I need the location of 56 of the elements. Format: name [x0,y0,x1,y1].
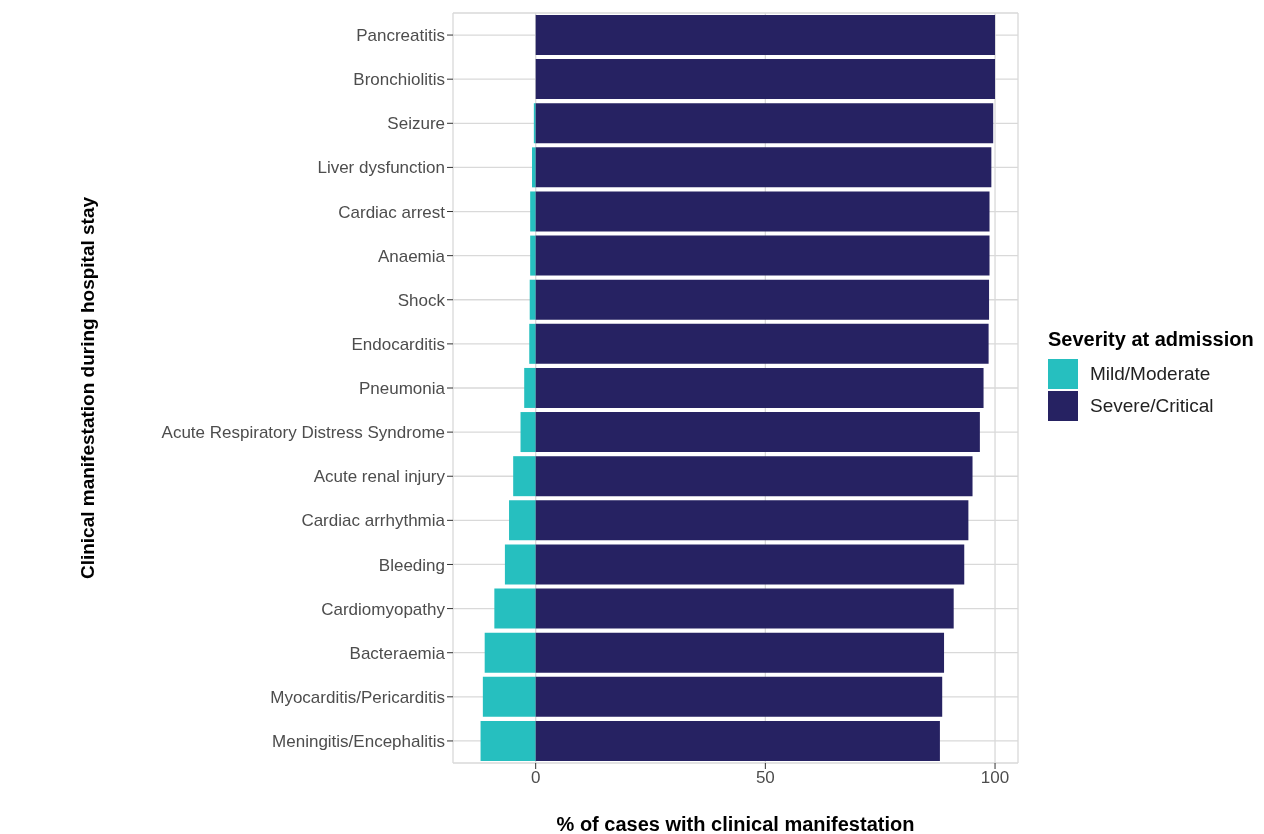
y-tick-label: Pancreatitis [356,26,445,46]
y-tick-label: Endocarditis [351,334,445,354]
bar [530,191,536,232]
y-tick-label: Pneumonia [358,379,446,399]
bar [535,456,973,497]
bar [524,367,536,408]
y-tick-label: Cardiac arrest [338,202,446,222]
legend-label: Severe/Critical [1090,395,1214,417]
bar [535,323,989,364]
bar [535,632,945,673]
y-tick-label: Bronchiolitis [353,70,445,90]
bar [482,676,536,717]
bar [535,103,994,144]
y-tick-label: Acute Respiratory Distress Syndrome [161,423,445,443]
y-tick-label: Bleeding [378,555,445,575]
bar [504,544,536,585]
bar [535,367,984,408]
bar [494,588,536,629]
legend-label: Mild/Moderate [1090,363,1211,385]
bar [509,500,536,541]
bar [480,720,536,761]
bar [484,632,536,673]
y-tick-label: Cardiomyopathy [321,599,446,619]
bar [530,235,536,276]
bar [535,191,990,232]
bar [535,279,990,320]
bar [535,500,969,541]
bar [535,15,996,55]
x-tick-label: 0 [530,768,541,788]
y-tick-label: Anaemia [377,246,446,266]
bar [520,412,536,453]
bar [529,323,536,364]
bar [535,588,954,629]
x-axis-title: % of cases with clinical manifestation [555,813,916,834]
y-tick-label: Cardiac arrhythmia [301,511,446,531]
bar [535,720,940,761]
bar [535,676,943,717]
y-tick-label: Meningitis/Encephalitis [272,731,445,751]
x-tick-label: 50 [755,768,775,788]
bar [535,235,990,276]
y-tick-label: Acute renal injury [313,467,446,487]
y-tick-label: Myocarditis/Pericarditis [270,687,445,707]
legend-title: Severity at admission [1048,328,1254,351]
x-tick-label: 100 [980,768,1010,788]
bar [532,147,536,188]
y-tick-label: Liver dysfunction [317,158,445,178]
bar [535,59,996,100]
bar [535,147,992,188]
y-tick-label: Seizure [387,114,445,134]
bar [513,456,536,497]
y-tick-label: Bacteraemia [349,643,446,663]
y-axis-title: Clinical manifestation during hospital stay [77,196,99,580]
bar [529,279,536,320]
bar [535,544,965,585]
bar [535,412,980,453]
y-tick-label: Shock [397,290,446,310]
